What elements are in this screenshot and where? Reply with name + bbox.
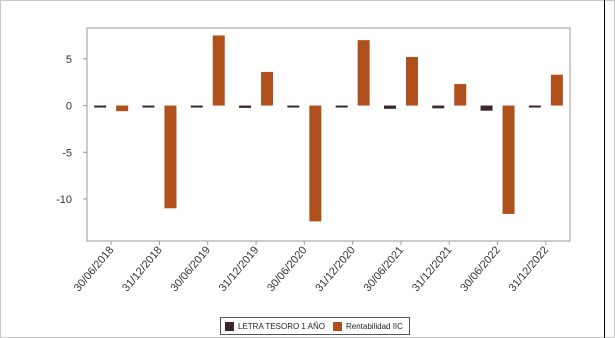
bar-rentabilidad-0 [116, 105, 129, 112]
bar-letra-tesoro-9 [528, 105, 541, 108]
legend-item-letra-tesoro: LETRA TESORO 1 AÑO [225, 321, 325, 331]
bar-letra-tesoro-1 [142, 105, 155, 108]
legend-label-rentabilidad: Rentabilidad IIC [346, 321, 403, 331]
y-axis: 5 0 -5 -10 [56, 54, 87, 206]
y-tick-label: -5 [62, 147, 72, 159]
bar-letra-tesoro-6 [383, 105, 396, 109]
bar-rentabilidad-9 [550, 74, 563, 106]
page-edge-rule [604, 0, 605, 338]
x-tick-label: 31/12/2019 [217, 244, 262, 294]
plot-area [86, 27, 571, 242]
x-tick-label: 30/06/2021 [362, 244, 407, 294]
x-tick-label: 30/06/2022 [458, 244, 503, 294]
x-tick-label: 30/06/2020 [265, 244, 310, 294]
x-tick-label: 30/06/2018 [72, 244, 117, 294]
bar-letra-tesoro-0 [94, 105, 107, 108]
x-tick-label: 31/12/2022 [507, 244, 552, 294]
bars [94, 35, 563, 222]
bar-letra-tesoro-4 [287, 105, 300, 108]
y-tick-label: -10 [56, 194, 72, 206]
bar-rentabilidad-6 [405, 56, 418, 106]
legend-label-letra-tesoro: LETRA TESORO 1 AÑO [238, 321, 325, 331]
bar-rentabilidad-8 [502, 105, 515, 214]
y-tick-label: 0 [66, 101, 72, 113]
bar-rentabilidad-5 [357, 40, 370, 106]
y-tick-label: 5 [66, 54, 72, 66]
bar-letra-tesoro-8 [480, 105, 493, 111]
bar-letra-tesoro-7 [432, 105, 445, 109]
bar-letra-tesoro-5 [335, 105, 348, 108]
bar-rentabilidad-2 [212, 35, 225, 106]
legend-swatch-rentabilidad [333, 321, 342, 331]
bar-letra-tesoro-3 [239, 105, 252, 108]
x-tick-label: 31/12/2021 [410, 244, 455, 294]
x-tick-label: 30/06/2019 [168, 244, 213, 294]
bar-rentabilidad-7 [454, 84, 467, 106]
x-axis: 30/06/2018 31/12/2018 30/06/2019 31/12/2019… [72, 241, 551, 294]
x-tick-label: 31/12/2018 [120, 244, 165, 294]
legend-swatch-letra-tesoro [225, 321, 234, 331]
bar-letra-tesoro-2 [190, 105, 203, 108]
bar-rentabilidad-4 [309, 105, 322, 222]
legend-item-rentabilidad: Rentabilidad IIC [333, 321, 403, 331]
legend: LETRA TESORO 1 AÑO Rentabilidad IIC [220, 317, 410, 335]
x-tick-label: 31/12/2020 [313, 244, 358, 294]
bar-rentabilidad-1 [164, 105, 177, 209]
bar-rentabilidad-3 [261, 71, 274, 106]
